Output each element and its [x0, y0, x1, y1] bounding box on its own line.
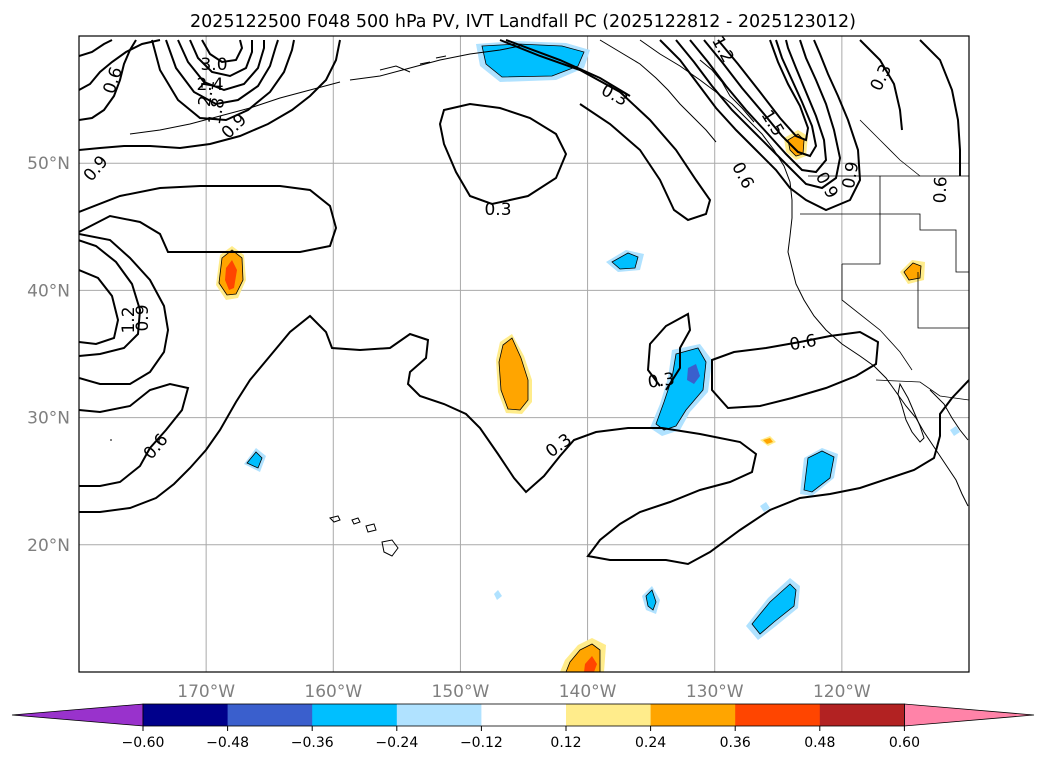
contour-0.3-west	[79, 185, 338, 253]
contour-label: 0.6	[788, 331, 818, 355]
colorbar-tick-label: 0.36	[720, 735, 751, 751]
colorbar-swatch	[650, 704, 736, 726]
figure-title: 2025122500 F048 500 hPa PV, IVT Landfall…	[190, 12, 856, 32]
political-borders	[800, 119, 969, 401]
latitude-label: 40°N	[27, 281, 70, 301]
colorbar-extend-low	[11, 703, 144, 727]
contour-bc-high	[659, 39, 862, 212]
contour-label: 2.1	[195, 78, 219, 108]
contour-label: 2.4	[196, 75, 223, 95]
colorbar-tick-label: −0.36	[291, 735, 334, 751]
colorbar-swatch	[566, 704, 652, 726]
latitude-labels: 50°N 40°N 30°N 20°N	[27, 154, 70, 556]
colorbar-swatch	[735, 704, 821, 726]
longitude-label: 120°W	[813, 682, 871, 702]
colorbar-tick-label: 0.24	[635, 735, 666, 751]
ivt-pc-shading	[216, 41, 960, 672]
colorbar-tick-label: −0.12	[460, 735, 503, 751]
map-frame	[78, 35, 970, 673]
shade-negative-anomaly-gulf-alaska	[476, 41, 590, 82]
contour-label: 1.8	[205, 96, 229, 126]
contour-0.6-ridge	[711, 330, 880, 410]
colorbar-swatch	[396, 704, 482, 726]
colorbar-tick-label: 0.60	[889, 735, 920, 751]
contour-label: 0.3	[484, 200, 511, 220]
longitude-label: 140°W	[559, 682, 617, 702]
latitude-label: 50°N	[27, 154, 70, 174]
colorbar-swatch	[312, 704, 398, 726]
coastline-north-america	[639, 39, 969, 507]
contour-label: 0.9	[133, 304, 153, 331]
map-panel: 0.3 0.3 0.3 0.3 0.3 0.6 0.6 0.6 0.6 0.9 …	[27, 35, 970, 702]
colorbar-extend-high	[904, 703, 1035, 727]
colorbar-swatch	[143, 704, 229, 726]
contour-label: 1.2	[119, 306, 139, 333]
coastline-baja	[897, 382, 925, 443]
pv-contours	[79, 39, 969, 566]
latitude-label: 30°N	[27, 409, 70, 429]
longitude-label: 130°W	[686, 682, 744, 702]
coastline-mexico	[929, 389, 969, 441]
coastline-hawaii	[329, 515, 399, 557]
map-background	[79, 36, 969, 672]
contour-0.6-subtropical	[646, 312, 692, 391]
colorbar-swatch	[227, 704, 313, 726]
shade-negative-anomaly-subtropical	[650, 344, 712, 436]
longitude-label: 170°W	[177, 682, 235, 702]
contour-0.3-gulf-low	[438, 102, 568, 206]
shade-positive-anomaly-south	[560, 638, 606, 672]
contour-label: 0.6	[931, 176, 952, 204]
contour-label: 3.0	[200, 55, 227, 75]
contour-0.6-nw	[79, 39, 113, 57]
longitude-labels: 170°W 160°W 150°W 140°W 130°W 120°W	[177, 682, 871, 702]
longitude-label: 150°W	[432, 682, 490, 702]
colorbar-tick-label: −0.24	[375, 735, 418, 751]
coastlines	[110, 39, 969, 557]
shade-positive-anomaly-central	[496, 334, 532, 414]
colorbar-tick-label: −0.48	[206, 735, 249, 751]
longitude-label: 160°W	[304, 682, 362, 702]
coastline-alaska-islands	[349, 45, 521, 81]
contour-label: 0.9	[839, 160, 863, 190]
colorbar: −0.60 −0.48 −0.36 −0.24 −0.12 0.12 0.24 0.36 0.4…	[11, 703, 1035, 751]
shade-positive-anomaly-west	[216, 246, 246, 300]
colorbar-tick-label: −0.60	[122, 735, 165, 751]
contour-0.6-west	[79, 233, 170, 385]
colorbar-swatch	[819, 704, 905, 726]
contour-label: 0.3	[647, 369, 677, 393]
contour-0.9-nw	[79, 39, 137, 121]
latitude-label: 20°N	[27, 536, 70, 556]
colorbar-swatch	[481, 704, 567, 726]
contour-0.3-basin	[499, 39, 712, 222]
colorbar-tick-label: 0.12	[550, 735, 581, 751]
colorbar-tick-label: 0.48	[804, 735, 835, 751]
colorbar-frame	[142, 703, 905, 727]
